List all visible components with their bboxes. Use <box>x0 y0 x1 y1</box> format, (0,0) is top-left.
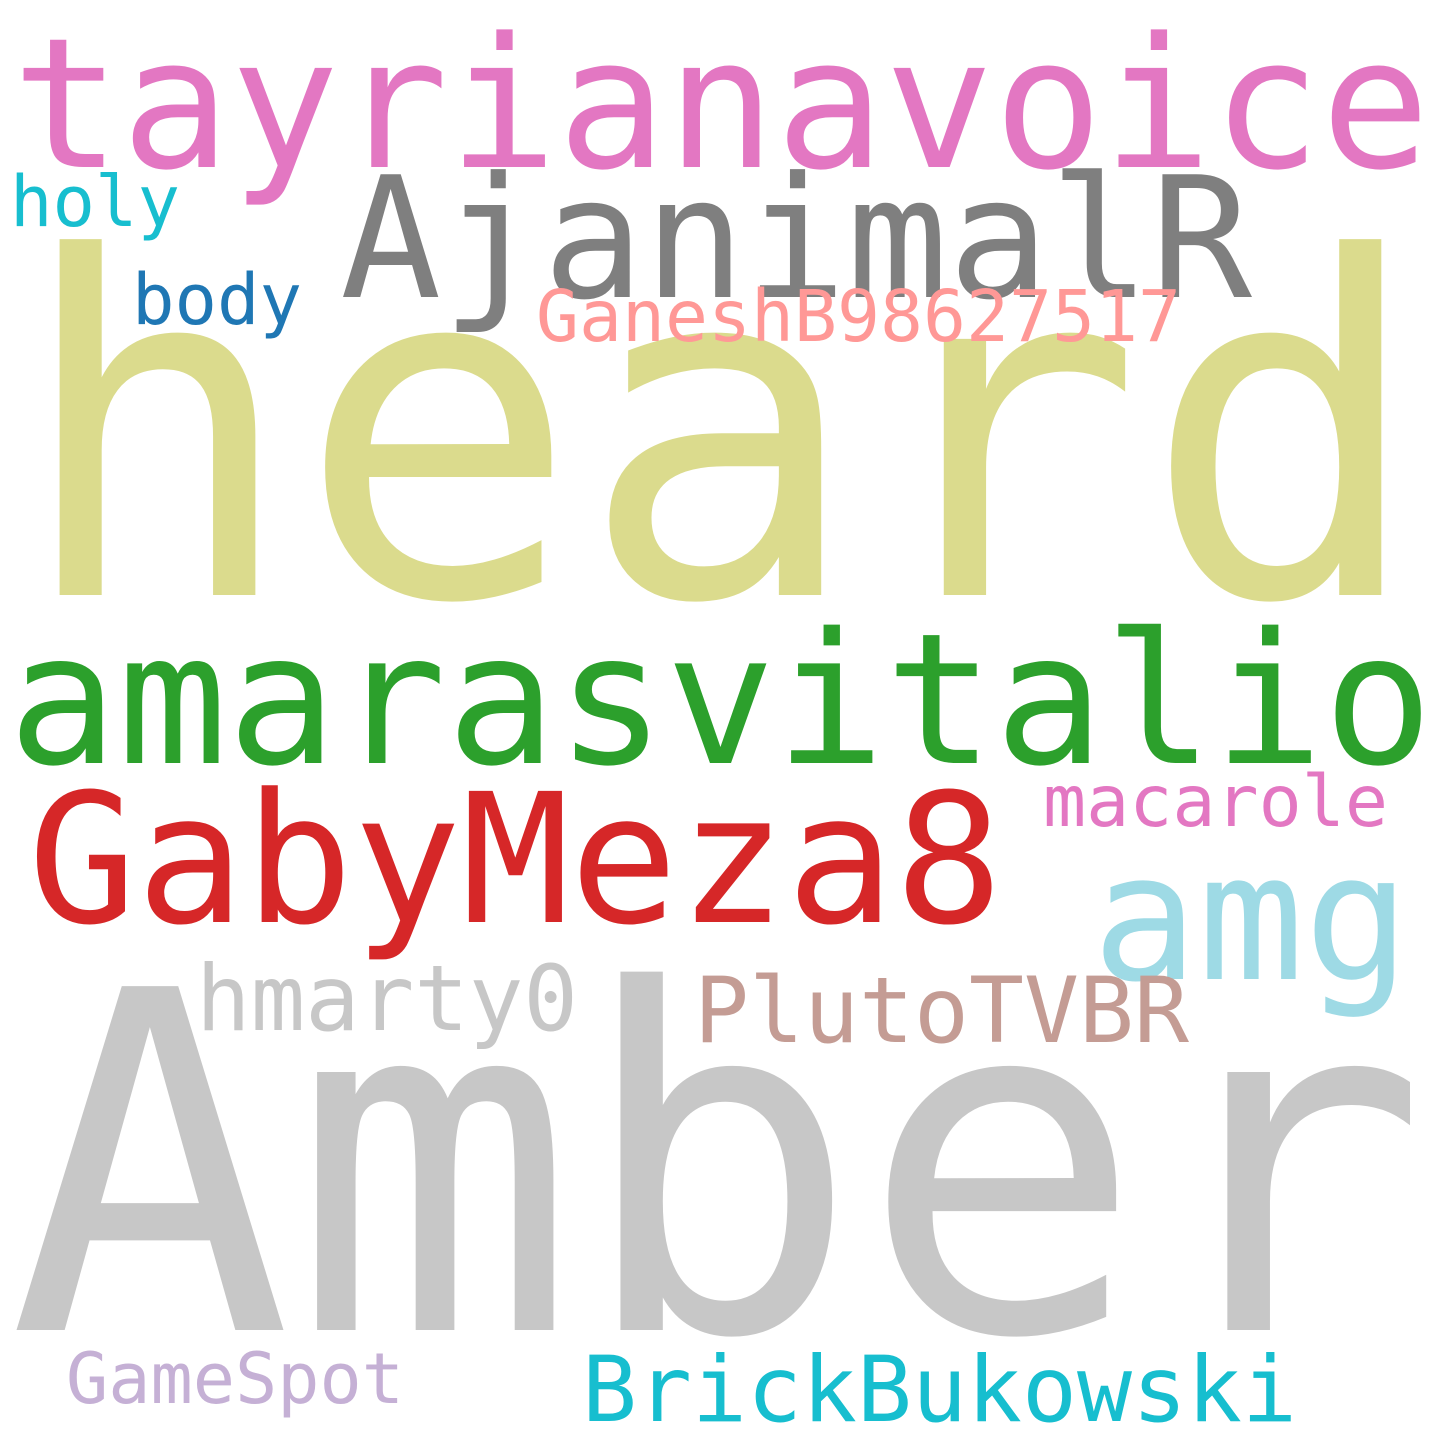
word-holy: holy <box>10 159 181 243</box>
word-brickbukowski: BrickBukowski <box>582 1336 1297 1440</box>
word-amber: Amber <box>8 893 1428 1440</box>
word-hmarty0: hmarty0 <box>196 946 579 1052</box>
word-heard: heard <box>15 160 1425 706</box>
word-plutotvbr: PlutoTVBR <box>694 957 1190 1065</box>
word-ganeshb98627517: GaneshB98627517 <box>536 274 1181 358</box>
word-body: body <box>132 257 303 341</box>
word-gabymeza8: GabyMeza8 <box>28 756 1004 966</box>
word-tayrianavoice: tayrianavoice <box>12 0 1431 210</box>
word-amarasvitalio: amarasvitalio <box>8 594 1433 807</box>
word-amg: amg <box>1092 815 1411 1021</box>
word-macarole: macarole <box>1043 760 1388 844</box>
word-ajanimalr: AjanimalR <box>340 140 1253 337</box>
word-gamespot: GameSpot <box>66 1337 405 1420</box>
